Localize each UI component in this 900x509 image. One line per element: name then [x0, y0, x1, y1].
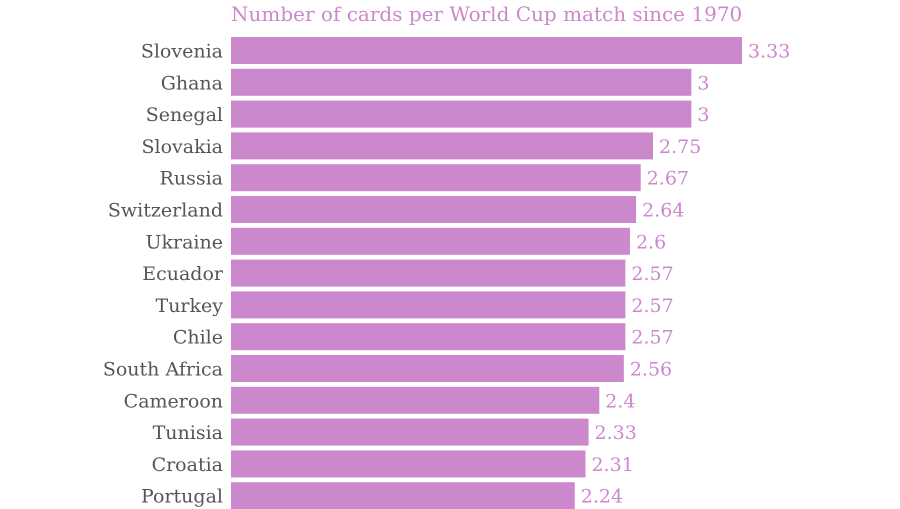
bar-russia	[231, 164, 641, 192]
value-label-senegal: 3	[697, 104, 709, 126]
category-label-chile: Chile	[173, 327, 223, 349]
value-label-croatia: 2.31	[591, 454, 633, 476]
category-label-ecuador: Ecuador	[142, 263, 224, 285]
value-label-ghana: 3	[697, 72, 709, 94]
bar-tunisia	[231, 418, 589, 446]
bar-ecuador	[231, 259, 626, 287]
value-label-portugal: 2.24	[581, 486, 623, 508]
bar-turkey	[231, 291, 626, 319]
value-label-russia: 2.67	[647, 168, 689, 190]
category-label-tunisia: Tunisia	[153, 422, 223, 444]
bar-south-africa	[231, 355, 624, 382]
value-label-cameroon: 2.4	[605, 390, 635, 412]
category-label-slovakia: Slovakia	[141, 136, 223, 158]
category-label-switzerland: Switzerland	[108, 200, 223, 222]
value-label-slovakia: 2.75	[659, 136, 701, 158]
bar-chile	[231, 323, 626, 351]
value-label-ukraine: 2.6	[636, 231, 666, 253]
category-label-croatia: Croatia	[152, 454, 223, 476]
category-label-russia: Russia	[160, 168, 223, 190]
category-label-portugal: Portugal	[141, 486, 223, 508]
category-label-ukraine: Ukraine	[146, 231, 224, 253]
bar-ghana	[231, 68, 692, 96]
category-label-cameroon: Cameroon	[124, 390, 223, 412]
bar-senegal	[231, 100, 692, 128]
bar-switzerland	[231, 196, 637, 223]
category-label-south-africa: South Africa	[103, 359, 223, 381]
bar-croatia	[231, 450, 586, 478]
value-label-slovenia: 3.33	[748, 41, 790, 63]
value-label-south-africa: 2.56	[630, 359, 672, 381]
value-label-tunisia: 2.33	[595, 422, 637, 444]
category-label-senegal: Senegal	[146, 104, 223, 126]
value-label-chile: 2.57	[631, 327, 673, 349]
chart-title: Number of cards per World Cup match sinc…	[231, 2, 743, 26]
category-label-slovenia: Slovenia	[141, 41, 223, 63]
value-label-switzerland: 2.64	[642, 200, 684, 222]
bar-portugal	[231, 482, 575, 509]
category-label-ghana: Ghana	[161, 72, 223, 94]
value-label-ecuador: 2.57	[631, 263, 673, 285]
category-label-turkey: Turkey	[156, 295, 224, 317]
bar-ukraine	[231, 227, 630, 255]
bar-slovenia	[231, 37, 742, 64]
bar-cameroon	[231, 386, 600, 414]
value-label-turkey: 2.57	[631, 295, 673, 317]
bar-slovakia	[231, 132, 653, 160]
